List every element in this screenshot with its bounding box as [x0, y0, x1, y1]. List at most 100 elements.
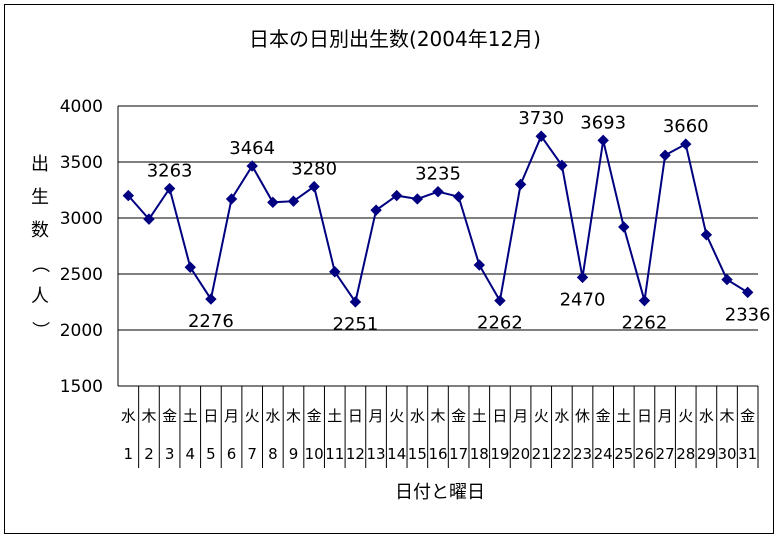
day-label: 2: [144, 445, 154, 463]
weekday-label: 水: [699, 407, 714, 425]
data-point-marker: [494, 294, 506, 307]
data-point-marker: [246, 160, 258, 172]
day-label: 14: [387, 445, 406, 463]
day-label: 28: [676, 445, 695, 463]
series-line: [122, 130, 754, 308]
weekday-label: 金: [596, 407, 611, 425]
day-label: 9: [289, 445, 299, 463]
day-label: 7: [247, 445, 257, 463]
data-point-marker: [391, 189, 403, 202]
data-point-marker: [638, 294, 651, 307]
data-point-marker: [452, 191, 465, 203]
weekday-label: 土: [183, 407, 198, 425]
weekday-label: 木: [430, 407, 445, 425]
day-label: 4: [185, 445, 195, 463]
y-tick-labels: 1500 2000 2500 3000 3500 4000: [60, 97, 103, 397]
data-point-marker: [205, 293, 217, 305]
y-tick-label: 3000: [60, 209, 103, 229]
data-point-marker: [287, 195, 300, 207]
weekday-label: 金: [162, 407, 177, 425]
day-label: 17: [449, 445, 468, 463]
data-point-marker: [721, 273, 733, 286]
data-point-marker: [308, 180, 320, 193]
data-point-marker: [741, 286, 754, 299]
day-label: 12: [346, 445, 365, 463]
x-axis-title: 日付と曜日: [395, 482, 485, 503]
data-label: 2262: [622, 313, 668, 334]
day-label: 21: [532, 445, 551, 463]
day-label: 22: [552, 445, 571, 463]
data-label: 3730: [518, 108, 564, 129]
y-axis-title-char: ）: [29, 321, 50, 339]
x-category-table: 水 1 木 2 金 3 土 4 日 5 月 6 火 7 水 8 木 9 金 10 土 11 日 12 月 13 火 14 水 15 木 16 金…: [121, 386, 757, 468]
day-label: 1: [124, 445, 134, 463]
data-label: 2336: [725, 304, 771, 325]
y-axis-title-char: 生: [31, 187, 49, 208]
weekday-label: 水: [554, 407, 569, 425]
day-label: 11: [325, 445, 344, 463]
weekday-label: 月: [513, 407, 528, 425]
weekday-label: 土: [472, 407, 487, 425]
day-label: 16: [428, 445, 447, 463]
data-label: 2470: [560, 289, 606, 310]
y-axis-title-char: 数: [31, 220, 49, 241]
day-label: 31: [738, 445, 757, 463]
day-label: 8: [268, 445, 278, 463]
data-labels: 3263 2276 3464 3280 2251 3235 2262 3730 2470 3693…: [147, 108, 771, 335]
weekday-label: 日: [637, 407, 652, 425]
weekday-label: 火: [678, 407, 693, 425]
data-point-marker: [163, 182, 176, 195]
weekday-label: 日: [348, 407, 363, 425]
data-point-marker: [349, 296, 362, 308]
data-point-marker: [329, 266, 341, 278]
weekday-label: 火: [389, 407, 404, 425]
data-point-marker: [122, 189, 135, 202]
day-label: 26: [635, 445, 654, 463]
gridlines: [117, 105, 759, 468]
data-label: 3263: [147, 161, 193, 182]
day-label: 30: [717, 445, 736, 463]
weekday-label: 土: [327, 407, 342, 425]
weekday-label: 木: [141, 407, 156, 425]
data-point-marker: [556, 159, 568, 172]
data-point-marker: [267, 196, 279, 209]
day-label: 15: [408, 445, 427, 463]
data-point-marker: [370, 204, 382, 216]
weekday-label: 火: [245, 407, 260, 425]
weekday-label: 金: [740, 407, 755, 425]
data-point-marker: [432, 185, 444, 198]
y-axis-title-char: （: [29, 255, 50, 273]
day-label: 27: [656, 445, 675, 463]
data-point-marker: [535, 130, 547, 142]
data-label: 3693: [580, 112, 626, 133]
day-label: 19: [490, 445, 509, 463]
day-label: 6: [227, 445, 237, 463]
weekday-label: 月: [658, 407, 673, 425]
weekday-label: 木: [286, 407, 301, 425]
day-label: 23: [573, 445, 592, 463]
data-point-marker: [618, 221, 630, 233]
day-label: 18: [470, 445, 489, 463]
day-label: 24: [594, 445, 613, 463]
data-label: 2251: [333, 314, 379, 335]
y-tick-label: 4000: [60, 97, 103, 117]
data-label: 3464: [229, 138, 275, 159]
data-point-marker: [143, 213, 155, 225]
data-label: 3280: [291, 159, 337, 180]
data-point-marker: [184, 261, 196, 273]
data-point-marker: [659, 149, 671, 161]
data-point-marker: [700, 229, 713, 241]
weekday-label: 水: [121, 407, 136, 425]
data-label: 2262: [477, 313, 523, 334]
y-axis-title-char: 出: [31, 154, 49, 175]
weekday-label: 金: [307, 407, 322, 425]
weekday-label: 火: [534, 407, 549, 425]
data-point-marker: [473, 259, 485, 271]
weekday-label: 月: [369, 407, 384, 425]
data-point-marker: [411, 193, 424, 205]
data-label: 3235: [415, 164, 461, 185]
data-point-marker: [576, 271, 589, 284]
y-tick-label: 1500: [60, 377, 103, 397]
weekday-label: 木: [720, 407, 735, 425]
weekday-label: 日: [203, 407, 218, 425]
